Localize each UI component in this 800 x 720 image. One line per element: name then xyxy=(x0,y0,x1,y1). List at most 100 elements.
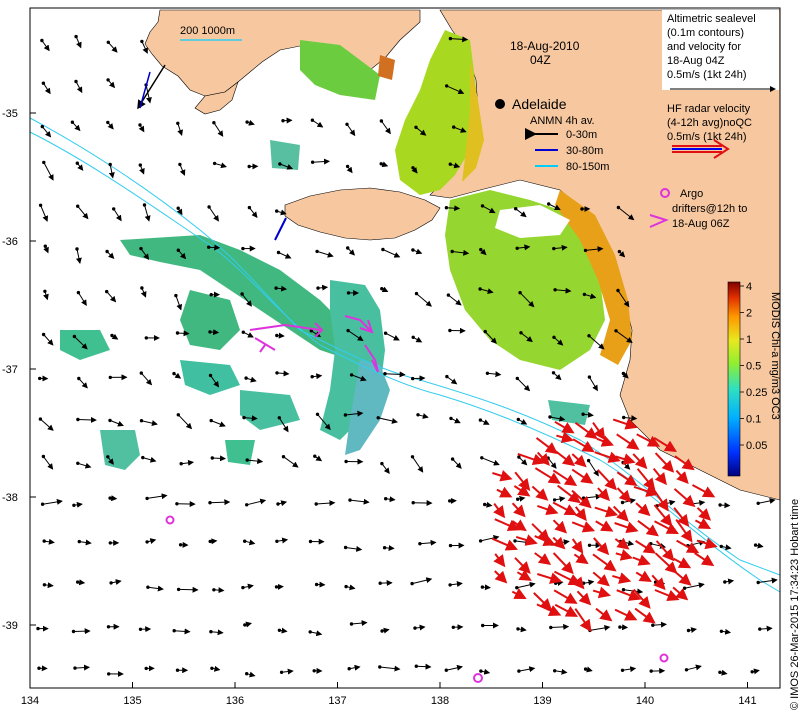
radar-vector xyxy=(493,503,506,519)
argo-track-1 xyxy=(249,322,324,338)
velocity-vector xyxy=(141,420,158,427)
velocity-vector xyxy=(174,628,191,635)
velocity-vector xyxy=(276,370,290,377)
vector-origin xyxy=(138,123,142,127)
radar-vector xyxy=(556,431,574,444)
radar-vector xyxy=(692,484,716,498)
radar-vector xyxy=(673,507,690,527)
velocity-vector xyxy=(518,666,536,673)
vector-origin xyxy=(146,585,150,589)
vector-origin xyxy=(208,501,212,505)
radar-vector xyxy=(552,519,568,534)
velocity-vector xyxy=(73,628,91,635)
velocity-vector xyxy=(588,335,605,350)
vector-origin xyxy=(718,670,722,674)
velocity-vector xyxy=(615,330,633,343)
radar-vector xyxy=(673,488,696,508)
vector-origin xyxy=(516,417,520,422)
vector-origin xyxy=(108,541,113,545)
date-line-1: 18-Aug-2010 xyxy=(510,39,580,53)
vector-origin xyxy=(73,666,77,670)
vector-origin xyxy=(549,625,553,630)
radar-vector xyxy=(632,554,651,566)
vector-origin xyxy=(105,249,109,254)
land-yorke-south xyxy=(194,81,239,115)
velocity-vector xyxy=(213,122,224,137)
vector-origin xyxy=(42,539,46,543)
x-tick-label: 135 xyxy=(123,695,141,707)
vector-origin xyxy=(444,668,448,672)
vector-origin xyxy=(552,498,557,502)
velocity-vector xyxy=(548,203,561,210)
vector-origin xyxy=(316,286,320,290)
vector-origin xyxy=(479,247,483,252)
velocity-vector xyxy=(345,545,363,552)
vector-origin xyxy=(346,328,350,333)
vector-origin xyxy=(276,250,281,255)
radar-vector xyxy=(537,503,559,516)
vector-origin xyxy=(451,625,455,629)
vector-origin xyxy=(308,539,313,544)
radar-vector xyxy=(516,569,532,581)
vector-origin xyxy=(621,371,626,376)
vector-origin xyxy=(74,34,78,39)
altimetry-line-2: and velocity for xyxy=(667,41,741,53)
velocity-vector xyxy=(181,459,194,466)
altimetry-line-4: 0.5m/s (1kt 24h) xyxy=(667,69,746,81)
velocity-vector xyxy=(311,330,322,338)
vector-origin xyxy=(139,371,144,375)
radar-vector xyxy=(675,469,689,484)
radar-vector xyxy=(534,552,552,565)
vector-origin xyxy=(207,205,211,209)
vector-origin xyxy=(281,455,286,459)
radar-vector xyxy=(694,517,712,529)
vector-origin xyxy=(583,667,588,671)
vector-origin xyxy=(212,121,216,125)
velocity-vector xyxy=(42,456,54,470)
radar-vector xyxy=(615,453,636,465)
vector-origin xyxy=(37,666,41,670)
vector-origin xyxy=(719,629,724,633)
vector-origin xyxy=(617,249,622,254)
velocity-vector xyxy=(452,249,470,256)
vector-origin xyxy=(448,162,452,166)
velocity-vector xyxy=(381,463,390,474)
vector-origin xyxy=(758,627,762,631)
vector-origin xyxy=(247,205,252,210)
vector-origin xyxy=(450,249,454,254)
velocity-vector xyxy=(446,205,461,212)
velocity-vector xyxy=(212,455,226,462)
vector-origin xyxy=(309,329,313,333)
vector-origin xyxy=(616,205,621,210)
velocity-vector xyxy=(77,416,97,423)
velocity-vector xyxy=(214,162,227,169)
radar-vector xyxy=(574,506,587,522)
vector-origin xyxy=(242,415,246,420)
velocity-vector xyxy=(416,663,432,670)
vector-origin xyxy=(275,539,279,543)
velocity-vector xyxy=(208,206,219,222)
radar-vector xyxy=(556,484,581,504)
radar-vector xyxy=(496,486,513,498)
velocity-vector xyxy=(549,415,566,422)
vector-origin xyxy=(753,543,758,547)
radar-vector xyxy=(696,537,718,550)
argo-track-4 xyxy=(364,344,379,373)
velocity-vector xyxy=(384,371,406,378)
velocity-vector xyxy=(482,205,496,214)
vector-origin xyxy=(176,121,180,126)
vector-origin xyxy=(274,585,279,589)
velocity-vector xyxy=(278,252,292,259)
velocity-vector xyxy=(43,162,54,181)
vector-origin xyxy=(108,496,112,500)
vector-origin xyxy=(518,291,522,295)
argo-position-1 xyxy=(165,515,175,525)
velocity-vector xyxy=(517,244,531,251)
velocity-vector xyxy=(281,668,294,675)
velocity-vector xyxy=(317,413,331,431)
radar-vector xyxy=(537,572,563,584)
radar-vector xyxy=(633,485,659,497)
velocity-vector xyxy=(241,293,253,307)
x-tick-label: 141 xyxy=(738,695,756,707)
colorbar-ramp xyxy=(727,281,741,477)
